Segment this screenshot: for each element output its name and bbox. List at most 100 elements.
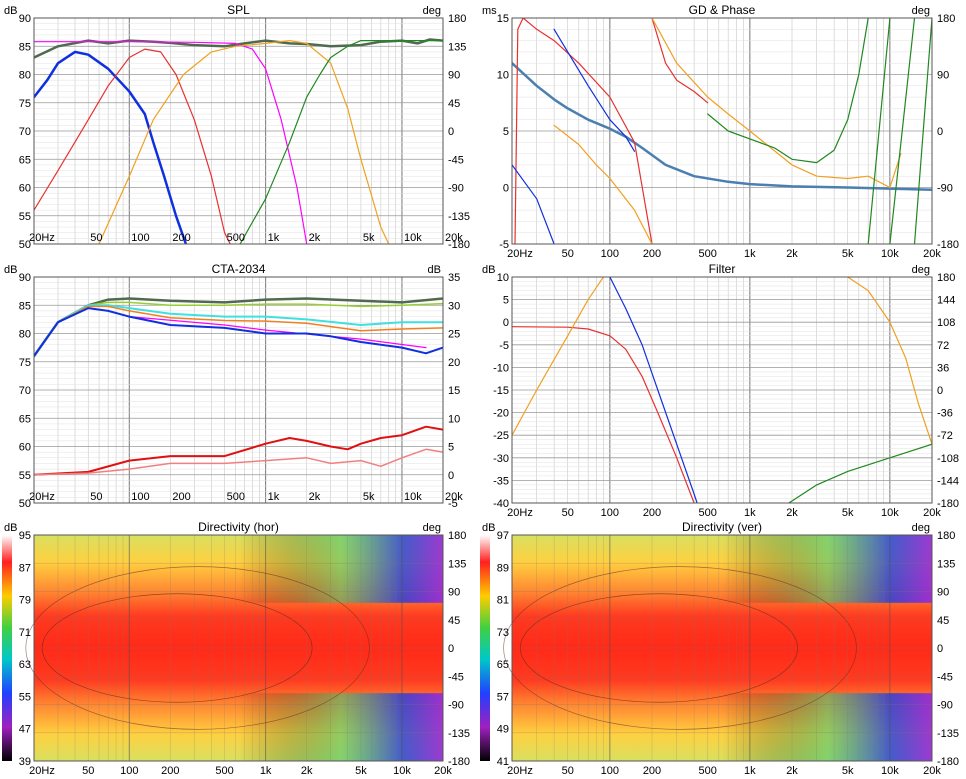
x-tick-label: 100 (131, 491, 149, 503)
x-tick-label: 2k (786, 765, 798, 777)
panel-dir-ver: 97 89 81 73 65 57 49 41 Directivity (ver) dB deg 18… (480, 520, 959, 777)
y2-tick-label: 180 (937, 13, 955, 25)
y-tick-label: -40 (493, 498, 509, 510)
y2-tick-label: 45 (937, 615, 949, 627)
series-line-2 (651, 18, 709, 104)
y-tick-label: 10 (497, 70, 509, 82)
x-tick-label: 50 (562, 248, 574, 260)
y-tick-label: -30 (493, 453, 509, 465)
y-tick-label: 90 (19, 272, 31, 284)
scale-tick-label: 87 (19, 562, 31, 574)
scale-tick-label: 63 (19, 659, 31, 671)
left-unit-label: dB (4, 264, 17, 276)
y2-tick-label: 35 (448, 272, 460, 284)
y2-tick-label: -180 (937, 239, 959, 251)
x-tick-label: 1k (268, 232, 280, 244)
series-line-1 (609, 277, 698, 503)
series-line-4 (98, 40, 390, 244)
series-line-7 (707, 18, 869, 164)
x-tick-label: 100 (601, 765, 619, 777)
y2-tick-label: 135 (937, 558, 955, 570)
plot-frame (33, 17, 444, 245)
y-tick-label: 10 (497, 272, 509, 284)
y-tick-label: 75 (19, 98, 31, 110)
chart-title: Directivity (hor) (198, 520, 279, 534)
x-tick-label: 50 (90, 232, 102, 244)
series-line-10 (913, 18, 932, 244)
y2-tick-label: -144 (937, 475, 959, 487)
x-tick-label: 20k (923, 248, 941, 260)
x-tick-label: 2k (309, 491, 321, 503)
panel-spl: SPL dB deg 90 85 80 75 70 65 60 55 50 180 135 90 45 0 -45… (4, 3, 470, 251)
y2-tick-label: 108 (937, 317, 955, 329)
scale-tick-label: 41 (497, 756, 509, 768)
x-tick-label: 200 (643, 248, 661, 260)
scale-tick-label: 49 (497, 724, 509, 736)
plot-frame (511, 276, 933, 504)
y2-tick-label: -90 (937, 700, 953, 712)
y2-tick-label: 45 (448, 615, 460, 627)
x-tick-label: 100 (131, 232, 149, 244)
chart-title: CTA-2034 (212, 262, 266, 276)
series-line-5 (34, 307, 443, 358)
x-tick-label: 20k (923, 507, 941, 519)
grid (512, 535, 932, 761)
x-tick-label: 1k (744, 507, 756, 519)
y2-tick-label: 30 (448, 300, 460, 312)
x-tick-label: 1k (268, 491, 280, 503)
y-tick-label: -5 (499, 239, 509, 251)
y-tick-label: 70 (19, 126, 31, 138)
series-group (34, 297, 443, 476)
y-tick-label: -15 (493, 385, 509, 397)
x-tick-label: 2k (309, 232, 321, 244)
y2-tick-label: -36 (937, 408, 953, 420)
plot-frame (511, 534, 933, 762)
y-tick-label: 55 (19, 211, 31, 223)
series-line-9 (889, 18, 916, 244)
heatmap-contour (41, 593, 313, 703)
y-tick-label: -20 (493, 408, 509, 420)
heatmap-contour (25, 566, 370, 730)
y-tick-label: 80 (19, 329, 31, 341)
right-unit-label: deg (423, 522, 441, 534)
series-line-3 (512, 164, 555, 244)
x-tick-label: 5k (842, 765, 854, 777)
x-tick-label: 1k (744, 248, 756, 260)
y2-tick-label: 90 (448, 70, 460, 82)
left-unit-label: dB (4, 522, 17, 534)
y2-tick-label: 144 (937, 295, 955, 307)
y2-tick-label: 90 (937, 70, 949, 82)
x-tick-label: 20Hz (29, 765, 55, 777)
series-line-5 (553, 124, 653, 244)
y2-tick-label: -180 (448, 756, 470, 768)
y-tick-label: -25 (493, 430, 509, 442)
left-unit-label: dB (482, 522, 495, 534)
series-line-4 (128, 316, 427, 349)
chart-title: GD & Phase (689, 3, 756, 17)
y2-tick-label: 72 (937, 340, 949, 352)
y-tick-label: 65 (19, 154, 31, 166)
series-line-7 (34, 448, 443, 476)
y2-tick-label: 45 (448, 98, 460, 110)
y-tick-label: 85 (19, 300, 31, 312)
y2-tick-label: 0 (448, 643, 454, 655)
y2-tick-label: 0 (937, 126, 943, 138)
y-tick-label: 5 (503, 295, 509, 307)
x-tick-label: 100 (601, 507, 619, 519)
y2-tick-label: 36 (937, 362, 949, 374)
y2-tick-label: -180 (937, 756, 959, 768)
series-line-6 (651, 18, 902, 189)
y2-tick-label: 180 (937, 272, 955, 284)
x-tick-label: 50 (562, 765, 574, 777)
scale-tick-label: 39 (19, 756, 31, 768)
left-unit-label: dB (482, 264, 495, 276)
x-tick-label: 200 (172, 232, 190, 244)
y2-tick-label: 180 (448, 530, 466, 542)
y-tick-label: 15 (497, 13, 509, 25)
y2-tick-label: -135 (448, 728, 470, 740)
y-tick-label: 80 (19, 70, 31, 82)
right-unit-label: dB (428, 264, 441, 276)
x-tick-label: 100 (601, 248, 619, 260)
y-tick-label: 60 (19, 442, 31, 454)
